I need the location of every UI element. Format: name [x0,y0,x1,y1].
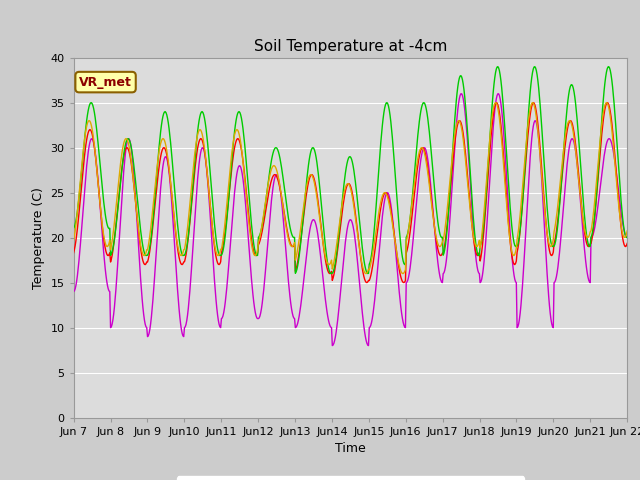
Text: VR_met: VR_met [79,76,132,89]
Y-axis label: Temperature (C): Temperature (C) [32,187,45,288]
Legend: Tair, Tsoil set 1, Tsoil set 2, Tsoil set 3: Tair, Tsoil set 1, Tsoil set 2, Tsoil se… [177,476,524,480]
X-axis label: Time: Time [335,442,366,455]
Title: Soil Temperature at -4cm: Soil Temperature at -4cm [253,39,447,54]
